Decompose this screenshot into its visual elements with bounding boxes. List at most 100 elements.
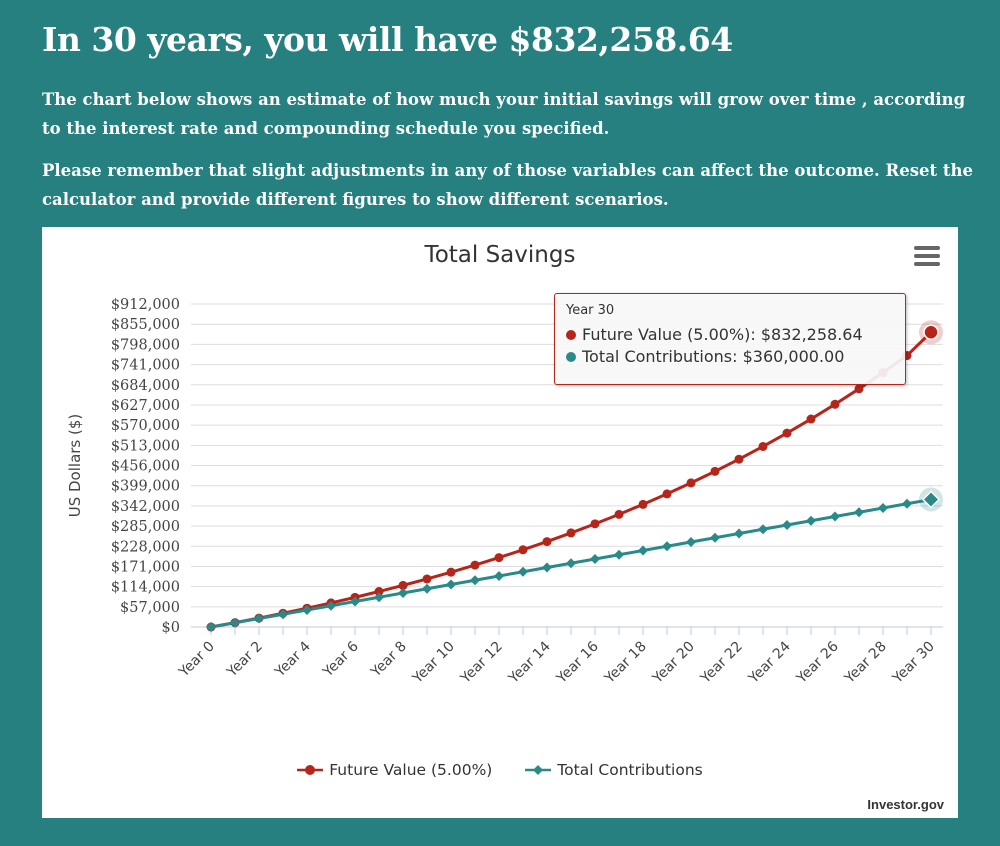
- data-point: [830, 399, 840, 409]
- legend-label-future-value: Future Value (5.00%): [329, 761, 493, 779]
- data-point: [374, 592, 384, 603]
- data-point: [326, 600, 336, 611]
- x-tick-label: Year 22: [697, 639, 746, 688]
- x-tick-label: Year 4: [271, 638, 313, 680]
- legend-item-contributions[interactable]: Total Contributions: [525, 761, 703, 779]
- tooltip-row1-label: Future Value (5.00%):: [582, 325, 756, 344]
- x-tick-label: Year 26: [793, 638, 842, 687]
- savings-chart: Total Savings US Dollars ($) $0 $57,000 $114…: [66, 242, 943, 688]
- data-point: [494, 571, 504, 581]
- data-point: [590, 519, 600, 529]
- x-tick-label: Year 0: [175, 639, 217, 681]
- data-point: [254, 613, 264, 624]
- data-point: [206, 622, 216, 632]
- y-tick-label: $342,000: [111, 499, 180, 515]
- legend-label-contributions: Total Contributions: [557, 761, 703, 779]
- y-tick-label: $285,000: [111, 519, 180, 535]
- x-tick-label: Year 24: [745, 638, 794, 687]
- chart-legend: Future Value (5.00%) Total Contributions: [42, 761, 958, 780]
- y-tick-label: $114,000: [111, 580, 180, 596]
- y-tick-label: $513,000: [111, 438, 180, 454]
- data-point: [806, 515, 816, 526]
- data-point: [374, 587, 384, 597]
- x-tick-label: Year 20: [649, 639, 698, 688]
- data-point: [854, 384, 864, 394]
- data-point: [278, 609, 288, 620]
- data-point: [350, 596, 360, 607]
- data-point: [590, 554, 600, 564]
- x-tick-label: Year 12: [457, 639, 506, 688]
- data-point: [710, 532, 720, 543]
- data-point: [422, 574, 432, 584]
- data-point: [758, 441, 768, 451]
- data-point: [638, 499, 648, 509]
- legend-diamond-icon: [525, 765, 552, 775]
- data-point: [494, 553, 504, 563]
- data-point: [686, 478, 696, 488]
- data-point: [470, 560, 480, 570]
- data-point: [446, 579, 456, 590]
- data-point: [686, 537, 696, 547]
- data-point: [470, 575, 480, 586]
- data-point: [758, 524, 768, 535]
- y-tick-label: $0: [162, 620, 180, 636]
- data-point: [614, 509, 624, 519]
- legend-circle-icon: [297, 765, 324, 775]
- data-point: [734, 528, 744, 539]
- data-point: [921, 490, 941, 509]
- y-tick-label: $570,000: [111, 418, 180, 434]
- data-point: [638, 545, 648, 556]
- y-tick-label: $627,000: [111, 398, 180, 414]
- data-point: [518, 566, 528, 577]
- tooltip-row1-value: $832,258.64: [760, 325, 863, 344]
- data-point: [542, 562, 552, 573]
- data-point: [398, 588, 408, 598]
- data-point: [566, 528, 576, 538]
- data-point: [542, 537, 552, 547]
- tooltip-title: Year 30: [566, 303, 615, 318]
- x-tick-label: Year 10: [409, 639, 458, 688]
- data-point: [302, 605, 312, 615]
- data-point: [782, 428, 792, 438]
- data-point: [782, 520, 792, 530]
- data-point: [902, 498, 912, 509]
- future-value-dot-icon: [566, 330, 576, 340]
- x-tick-label: Year 2: [223, 639, 265, 681]
- data-point: [662, 489, 672, 499]
- tooltip-row-contributions: Total Contributions: $360,000.00: [566, 346, 894, 368]
- data-point: [518, 545, 528, 555]
- intro-paragraph: The chart below shows an estimate of how…: [42, 90, 966, 138]
- x-tick-label: Year 30: [889, 639, 938, 688]
- y-tick-label: $456,000: [111, 459, 180, 475]
- data-point: [878, 503, 888, 513]
- x-tick-label: Year 6: [319, 638, 361, 680]
- legend-item-future-value[interactable]: Future Value (5.00%): [297, 761, 492, 779]
- y-tick-label: $57,000: [120, 600, 180, 616]
- chart-menu-icon[interactable]: [914, 246, 940, 268]
- disclaimer-paragraph: Please remember that slight adjustments …: [42, 161, 973, 209]
- chart-credit[interactable]: Investor.gov: [867, 797, 944, 812]
- data-point: [923, 324, 939, 340]
- y-tick-label: $684,000: [111, 378, 180, 394]
- y-tick-label: $228,000: [111, 539, 180, 555]
- chart-tooltip: Year 30 Future Value (5.00%): $832,258.6…: [554, 293, 906, 385]
- tooltip-row2-label: Total Contributions:: [582, 347, 738, 366]
- data-point: [446, 567, 456, 577]
- y-tick-label: $855,000: [111, 317, 180, 333]
- data-point: [806, 414, 816, 424]
- data-point: [734, 454, 744, 464]
- data-point: [710, 466, 720, 476]
- x-tick-label: Year 14: [505, 638, 554, 687]
- data-point: [566, 558, 576, 569]
- y-tick-label: $912,000: [111, 297, 180, 313]
- data-point: [854, 507, 864, 518]
- page-headline: In 30 years, you will have $832,258.64: [42, 20, 733, 59]
- tooltip-row-future-value: Future Value (5.00%): $832,258.64: [566, 324, 894, 346]
- x-tick-label: Year 18: [601, 639, 650, 688]
- x-tick-label: Year 8: [367, 639, 409, 681]
- x-tick-label: Year 28: [841, 639, 890, 688]
- tooltip-row2-value: $360,000.00: [742, 347, 845, 366]
- data-point: [614, 549, 624, 560]
- x-tick-label: Year 16: [553, 638, 602, 687]
- contributions-dot-icon: [566, 352, 576, 362]
